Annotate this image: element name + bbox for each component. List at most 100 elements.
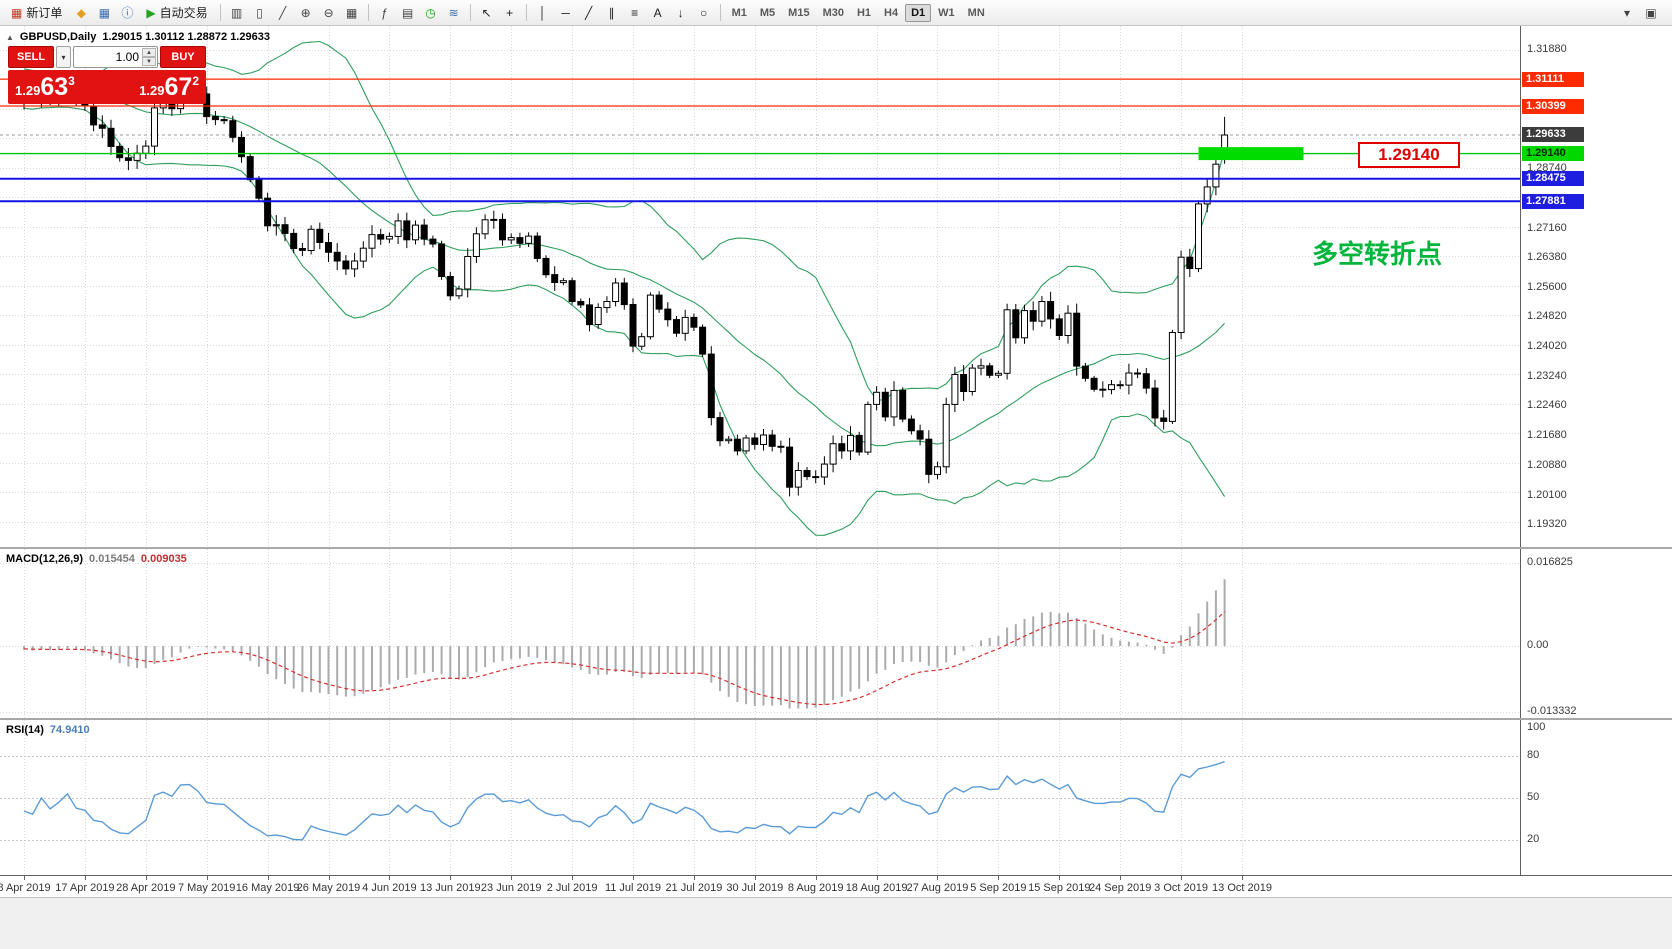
- timeframe-h1[interactable]: H1: [851, 4, 877, 22]
- axis-label-1-24820: 1.24820: [1527, 309, 1567, 322]
- date-tick: [1120, 876, 1121, 880]
- axis-label-1-25600: 1.25600: [1527, 280, 1567, 293]
- date-label: 16 May 2019: [235, 882, 300, 894]
- price-level-label[interactable]: 1.29140: [1358, 142, 1460, 168]
- period-icon-glyph: ◷: [425, 5, 436, 20]
- date-tick: [1242, 876, 1243, 880]
- main-toolbar: ▦ 新订单 ◆ ▦ ⓘ ▶ 自动交易 ▥ ▯ ╱ ⊕ ⊖ ▦ ƒ ▤ ◷ ≋ ↖ + │ ─ ╱ ∥ ≡ A ↓ ○ M1 M5 M15 M…: [0, 0, 1672, 26]
- sell-price-prefix: 1.29: [15, 82, 41, 98]
- horizontal-line-icon[interactable]: ─: [555, 3, 577, 23]
- ohlc-values: 1.29015 1.30112 1.28872 1.29633: [102, 31, 270, 43]
- dropdown-icon-glyph: ▾: [1623, 5, 1631, 20]
- arrow-objects-icon[interactable]: ↓: [670, 3, 692, 23]
- order-type-dropdown[interactable]: ▾: [56, 46, 71, 68]
- sell-price[interactable]: 1.29633: [15, 73, 75, 102]
- one-click-prices: 1.29633 1.29672: [8, 70, 206, 104]
- macd-main-value: 0.015454: [89, 553, 135, 565]
- buy-price[interactable]: 1.29672: [139, 73, 199, 102]
- axis-label-1-19320: 1.19320: [1527, 518, 1567, 530]
- timeframe-w1[interactable]: W1: [932, 4, 961, 22]
- text-icon[interactable]: A: [647, 3, 669, 23]
- crosshair-icon[interactable]: +: [499, 3, 521, 23]
- data-window-icon[interactable]: ⓘ: [116, 3, 138, 23]
- dropdown-icon[interactable]: ▾: [1616, 3, 1638, 23]
- macd-title: MACD(12,26,9) 0.015454 0.009035: [6, 553, 187, 565]
- candlestick-chart-icon[interactable]: ▯: [249, 3, 271, 23]
- new-window-icon[interactable]: ▣: [1640, 3, 1662, 23]
- tile-windows-icon-glyph: ▦: [345, 5, 358, 20]
- auto-scroll-icon[interactable]: ≋: [443, 3, 465, 23]
- text-icon-glyph: A: [653, 5, 662, 20]
- bars-chart-icon[interactable]: ▥: [226, 3, 248, 23]
- new-order-button[interactable]: ▦ 新订单: [4, 3, 69, 23]
- buy-button[interactable]: BUY: [160, 46, 206, 68]
- time-axis: 8 Apr 2019 17 Apr 2019 28 Apr 2019 7 May 20…: [0, 875, 1672, 897]
- autotrading-button[interactable]: ▶ 自动交易: [139, 3, 214, 23]
- data-window-icon-glyph: ⓘ: [121, 5, 134, 20]
- date-tick: [24, 876, 25, 880]
- axis-label-1-27160: 1.27160: [1527, 221, 1567, 234]
- tile-windows-icon[interactable]: ▦: [341, 3, 363, 23]
- period-icon[interactable]: ◷: [420, 3, 442, 23]
- timeframe-m1[interactable]: M1: [726, 4, 753, 22]
- date-tick: [146, 876, 147, 880]
- axis-label-1-22460: 1.22460: [1527, 399, 1567, 412]
- cursor-icon[interactable]: ↖: [476, 3, 498, 23]
- volume-down-button[interactable]: ▼: [142, 57, 156, 66]
- date-label: 2 Jul 2019: [546, 882, 598, 894]
- axis-tag-1-28475: 1.28475: [1522, 171, 1584, 187]
- new-order-glyph: ▦: [11, 5, 23, 20]
- bollinger-lower-band: [23, 106, 1226, 536]
- macd-axis-label: 0.00: [1527, 639, 1549, 652]
- date-label: 30 Jul 2019: [726, 882, 784, 894]
- candlestick-chart-icon-glyph: ▯: [256, 5, 263, 20]
- timeframe-m5[interactable]: M5: [754, 4, 781, 22]
- volume-value[interactable]: 1.00: [115, 50, 139, 64]
- timeframe-m15[interactable]: M15: [782, 4, 815, 22]
- bollinger-middle-band: [23, 87, 1225, 447]
- rsi-label: RSI(14): [6, 724, 44, 736]
- timeframe-h4[interactable]: H4: [878, 4, 904, 22]
- sell-button[interactable]: SELL: [8, 46, 54, 68]
- market-watch-icon[interactable]: ◆: [70, 3, 92, 23]
- new-window-icon-glyph: ▣: [1645, 5, 1657, 20]
- toolbar-separator: [469, 4, 471, 21]
- timeframe-m30[interactable]: M30: [817, 4, 850, 22]
- one-click-collapse-icon[interactable]: ▲: [6, 32, 14, 42]
- volume-field[interactable]: 1.00 ▲ ▼: [73, 46, 158, 68]
- autotrading-button-label: 自动交易: [159, 6, 208, 20]
- window-filler: [0, 897, 1672, 949]
- line-chart-icon[interactable]: ╱: [272, 3, 294, 23]
- trendline-icon[interactable]: ╱: [578, 3, 600, 23]
- date-tick: [85, 876, 86, 880]
- pane-separator[interactable]: [0, 547, 1672, 549]
- templates-icon-glyph: ▤: [401, 5, 414, 20]
- volume-up-button[interactable]: ▲: [142, 48, 156, 57]
- toolbar-separator: [525, 4, 527, 21]
- vertical-line-icon[interactable]: │: [532, 3, 554, 23]
- line-chart-icon-glyph: ╱: [278, 5, 287, 20]
- timeframe-mn[interactable]: MN: [962, 4, 991, 22]
- buy-price-digits: 67: [164, 72, 193, 101]
- chart-window-icon[interactable]: ▦: [93, 3, 115, 23]
- support-zone-rect[interactable]: [1198, 147, 1304, 161]
- annotation-text[interactable]: 多空转折点: [1312, 239, 1443, 269]
- zoom-out-icon[interactable]: ⊖: [318, 3, 340, 23]
- date-tick: [1059, 876, 1060, 880]
- axis-label-1-31880: 1.31880: [1527, 43, 1567, 55]
- date-tick: [450, 876, 451, 880]
- date-tick: [1181, 876, 1182, 880]
- channel-icon[interactable]: ∥: [601, 3, 623, 23]
- chart-window-icon-glyph: ▦: [98, 5, 111, 20]
- macd-signal-line: [23, 611, 1226, 706]
- date-label: 27 Aug 2019: [906, 882, 969, 894]
- fibonacci-icon[interactable]: ≡: [624, 3, 646, 23]
- shapes-icon[interactable]: ○: [693, 3, 715, 23]
- timeframe-d1[interactable]: D1: [905, 3, 932, 22]
- date-label: 5 Sep 2019: [970, 882, 1027, 894]
- pane-separator[interactable]: [0, 718, 1672, 720]
- templates-icon[interactable]: ▤: [397, 3, 419, 23]
- indicators-icon[interactable]: ƒ: [374, 3, 396, 23]
- zoom-in-icon[interactable]: ⊕: [295, 3, 317, 23]
